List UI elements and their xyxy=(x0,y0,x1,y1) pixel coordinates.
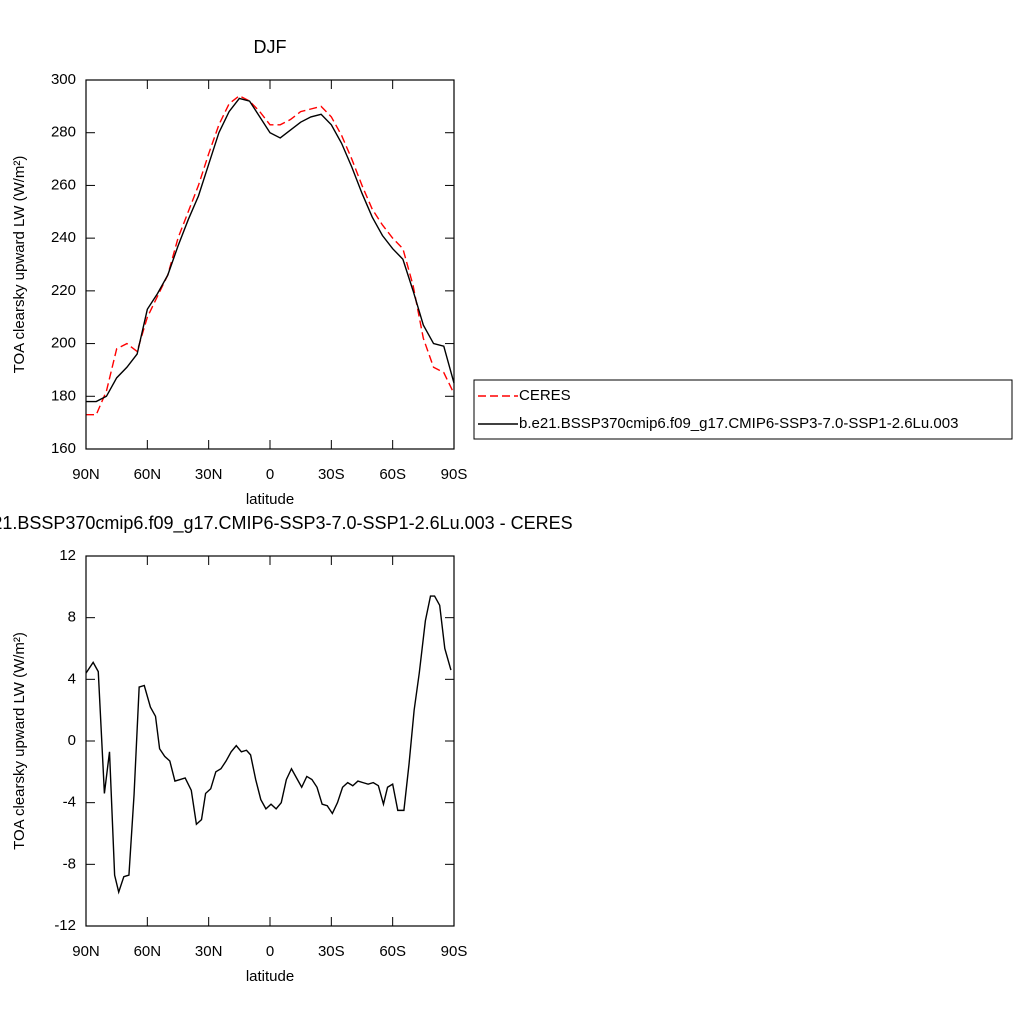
x-tick-label: 0 xyxy=(266,466,274,483)
legend-label: b.e21.BSSP370cmip6.f09_g17.CMIP6-SSP3-7.… xyxy=(519,415,958,432)
chart-title: b.e21.BSSP370cmip6.f09_g17.CMIP6-SSP3-7.… xyxy=(0,513,573,534)
y-tick-label: 4 xyxy=(68,670,76,687)
x-tick-label: 90N xyxy=(72,466,100,483)
x-axis-label: latitude xyxy=(246,968,294,985)
x-tick-label: 60N xyxy=(134,943,162,960)
data-line xyxy=(86,97,455,403)
y-tick-label: 280 xyxy=(51,124,76,141)
x-tick-label: 30S xyxy=(318,943,345,960)
y-tick-label: 0 xyxy=(68,732,76,749)
y-tick-label: 180 xyxy=(51,387,76,404)
x-tick-label: 90S xyxy=(441,466,468,483)
y-tick-label: 160 xyxy=(51,440,76,457)
y-axis-label: TOA clearsky upward LW (W/m²) xyxy=(11,156,28,374)
y-tick-label: 8 xyxy=(68,609,76,626)
y-tick-label: 220 xyxy=(51,282,76,299)
y-tick-label: -4 xyxy=(63,794,76,811)
y-tick-label: -12 xyxy=(54,917,76,934)
x-tick-label: 90S xyxy=(441,943,468,960)
x-tick-label: 60S xyxy=(379,466,406,483)
y-axis-label: TOA clearsky upward LW (W/m²) xyxy=(11,632,28,850)
y-tick-label: 240 xyxy=(51,229,76,246)
legend-label: CERES xyxy=(519,387,571,404)
x-tick-label: 30N xyxy=(195,943,223,960)
x-tick-label: 0 xyxy=(266,943,274,960)
y-tick-label: 12 xyxy=(59,547,76,564)
y-tick-label: 200 xyxy=(51,335,76,352)
y-tick-label: -8 xyxy=(63,855,76,872)
data-line xyxy=(86,94,455,416)
plot-frame xyxy=(85,555,455,927)
legend-box xyxy=(473,379,1013,440)
plot-frame xyxy=(85,79,455,450)
x-tick-label: 30S xyxy=(318,466,345,483)
x-tick-label: 60N xyxy=(134,466,162,483)
x-axis-label: latitude xyxy=(246,491,294,508)
x-tick-label: 30N xyxy=(195,466,223,483)
x-tick-label: 90N xyxy=(72,943,100,960)
x-tick-label: 60S xyxy=(379,943,406,960)
chart-title: DJF xyxy=(254,37,287,57)
data-line xyxy=(85,595,452,895)
y-tick-label: 300 xyxy=(51,71,76,88)
y-tick-label: 260 xyxy=(51,176,76,193)
